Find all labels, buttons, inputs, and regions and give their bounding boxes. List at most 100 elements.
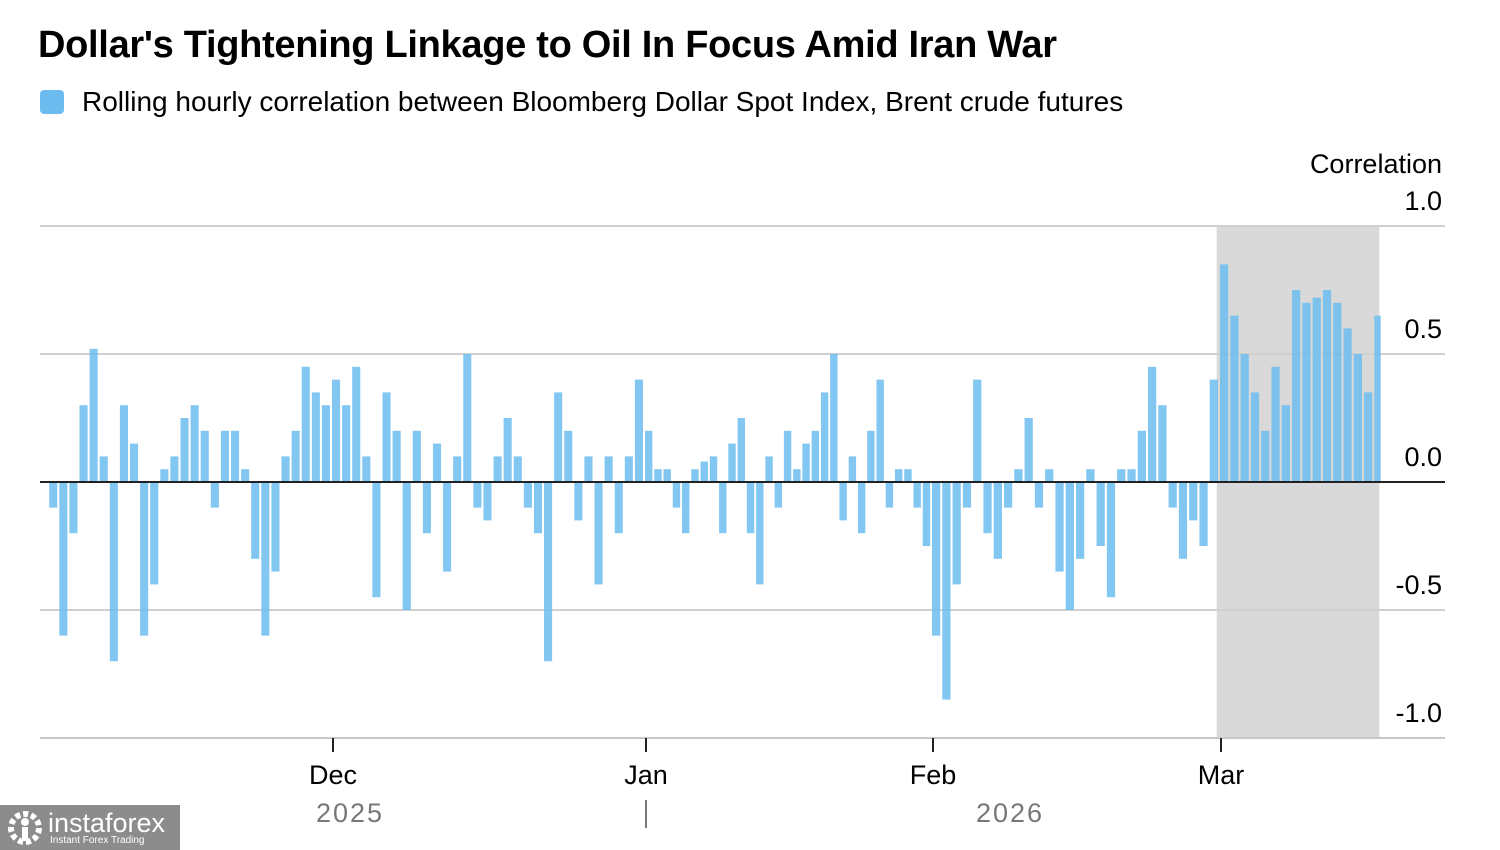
data-bar [342,405,351,482]
data-bar [493,456,502,482]
data-bar [1353,354,1363,482]
data-bar [1240,354,1249,482]
data-bar [271,482,280,572]
data-bar [774,482,783,508]
data-bar [251,482,260,559]
data-bar [352,366,361,482]
data-bar [1178,482,1188,559]
data-bar [894,469,903,482]
legend: Rolling hourly correlation between Bloom… [40,86,1123,118]
data-bar [783,430,792,482]
data-bar [604,456,613,482]
data-bar [170,456,179,482]
data-bar [1004,482,1013,508]
data-bar [412,430,421,482]
data-bar [932,482,941,636]
data-bar [654,469,662,482]
watermark-tagline: Instant Forex Trading [50,834,145,846]
data-bar [1076,482,1085,559]
data-bar [59,482,68,636]
data-bar [904,469,912,482]
data-bar [1137,430,1146,482]
data-bar [885,482,894,508]
data-bar [1158,405,1167,482]
gear-person-icon [8,810,42,845]
data-bar [533,482,543,534]
data-bar [691,469,699,482]
data-bar [1024,418,1033,482]
data-bar [1127,469,1136,482]
data-bar [624,456,633,482]
data-bar [1230,315,1239,482]
year-label-2026: 2026 [976,798,1044,828]
data-bar [1189,482,1198,521]
y-tick-label: 0.5 [1404,314,1442,344]
data-bar [983,482,992,534]
data-bar [1343,328,1352,482]
data-bar [867,430,875,482]
data-bar [634,379,643,482]
data-bar [1292,290,1301,482]
data-bar [311,392,320,482]
data-bar [1374,315,1381,482]
data-bar [49,482,58,508]
y-axis-label: Correlation [1310,149,1442,179]
data-bar [200,430,209,482]
y-tick-labels: 1.0 0.5 0.0 -0.5 -1.0 [1395,186,1442,728]
data-bar [1364,392,1373,482]
x-tick-labels: Dec Jan Feb Mar [309,738,1244,790]
data-bar [220,430,229,482]
data-bar [1106,482,1116,598]
data-bar [422,482,431,534]
data-bar [830,354,838,482]
data-bar [241,469,250,482]
y-tick-label: 0.0 [1404,442,1442,472]
data-bar [1271,366,1280,482]
data-bar [513,456,522,482]
x-tick-label: Dec [309,760,357,790]
data-bar [362,456,371,482]
data-bar [1034,482,1044,508]
data-bar [180,418,189,482]
year-label-2025: 2025 [316,798,384,828]
data-bar [1014,469,1023,482]
legend-swatch [40,90,64,114]
data-bar [281,456,290,482]
data-bar [876,379,884,482]
data-bar [1148,366,1157,482]
data-bar [332,379,341,482]
data-bar [645,430,653,482]
data-bar [1333,302,1342,482]
data-bar [1312,297,1321,482]
gridlines [40,225,1445,611]
x-tick-label: Feb [910,760,957,790]
data-bar [473,482,482,508]
data-bar [802,443,810,482]
data-bar [564,430,573,482]
data-bar [709,456,718,482]
data-bar [1096,482,1105,546]
data-bar [737,418,745,482]
y-tick-label: -0.5 [1395,570,1442,600]
data-bar [1302,302,1311,482]
data-bar [584,456,593,482]
data-bar [443,482,452,572]
data-bar [79,405,88,482]
data-bar [544,482,553,662]
data-bar [99,456,108,482]
data-bar [820,392,829,482]
data-bar [321,405,330,482]
data-bar [672,482,681,508]
data-bar [922,482,931,546]
data-bar [1281,405,1290,482]
data-bar [1261,430,1270,482]
data-bar [463,354,472,482]
data-bar [69,482,78,534]
data-bar [1199,482,1208,546]
data-bar [372,482,381,598]
data-bar [719,482,727,534]
data-bar [109,482,118,662]
data-bar [765,456,773,482]
data-bar [857,482,866,534]
data-bar [130,443,139,482]
